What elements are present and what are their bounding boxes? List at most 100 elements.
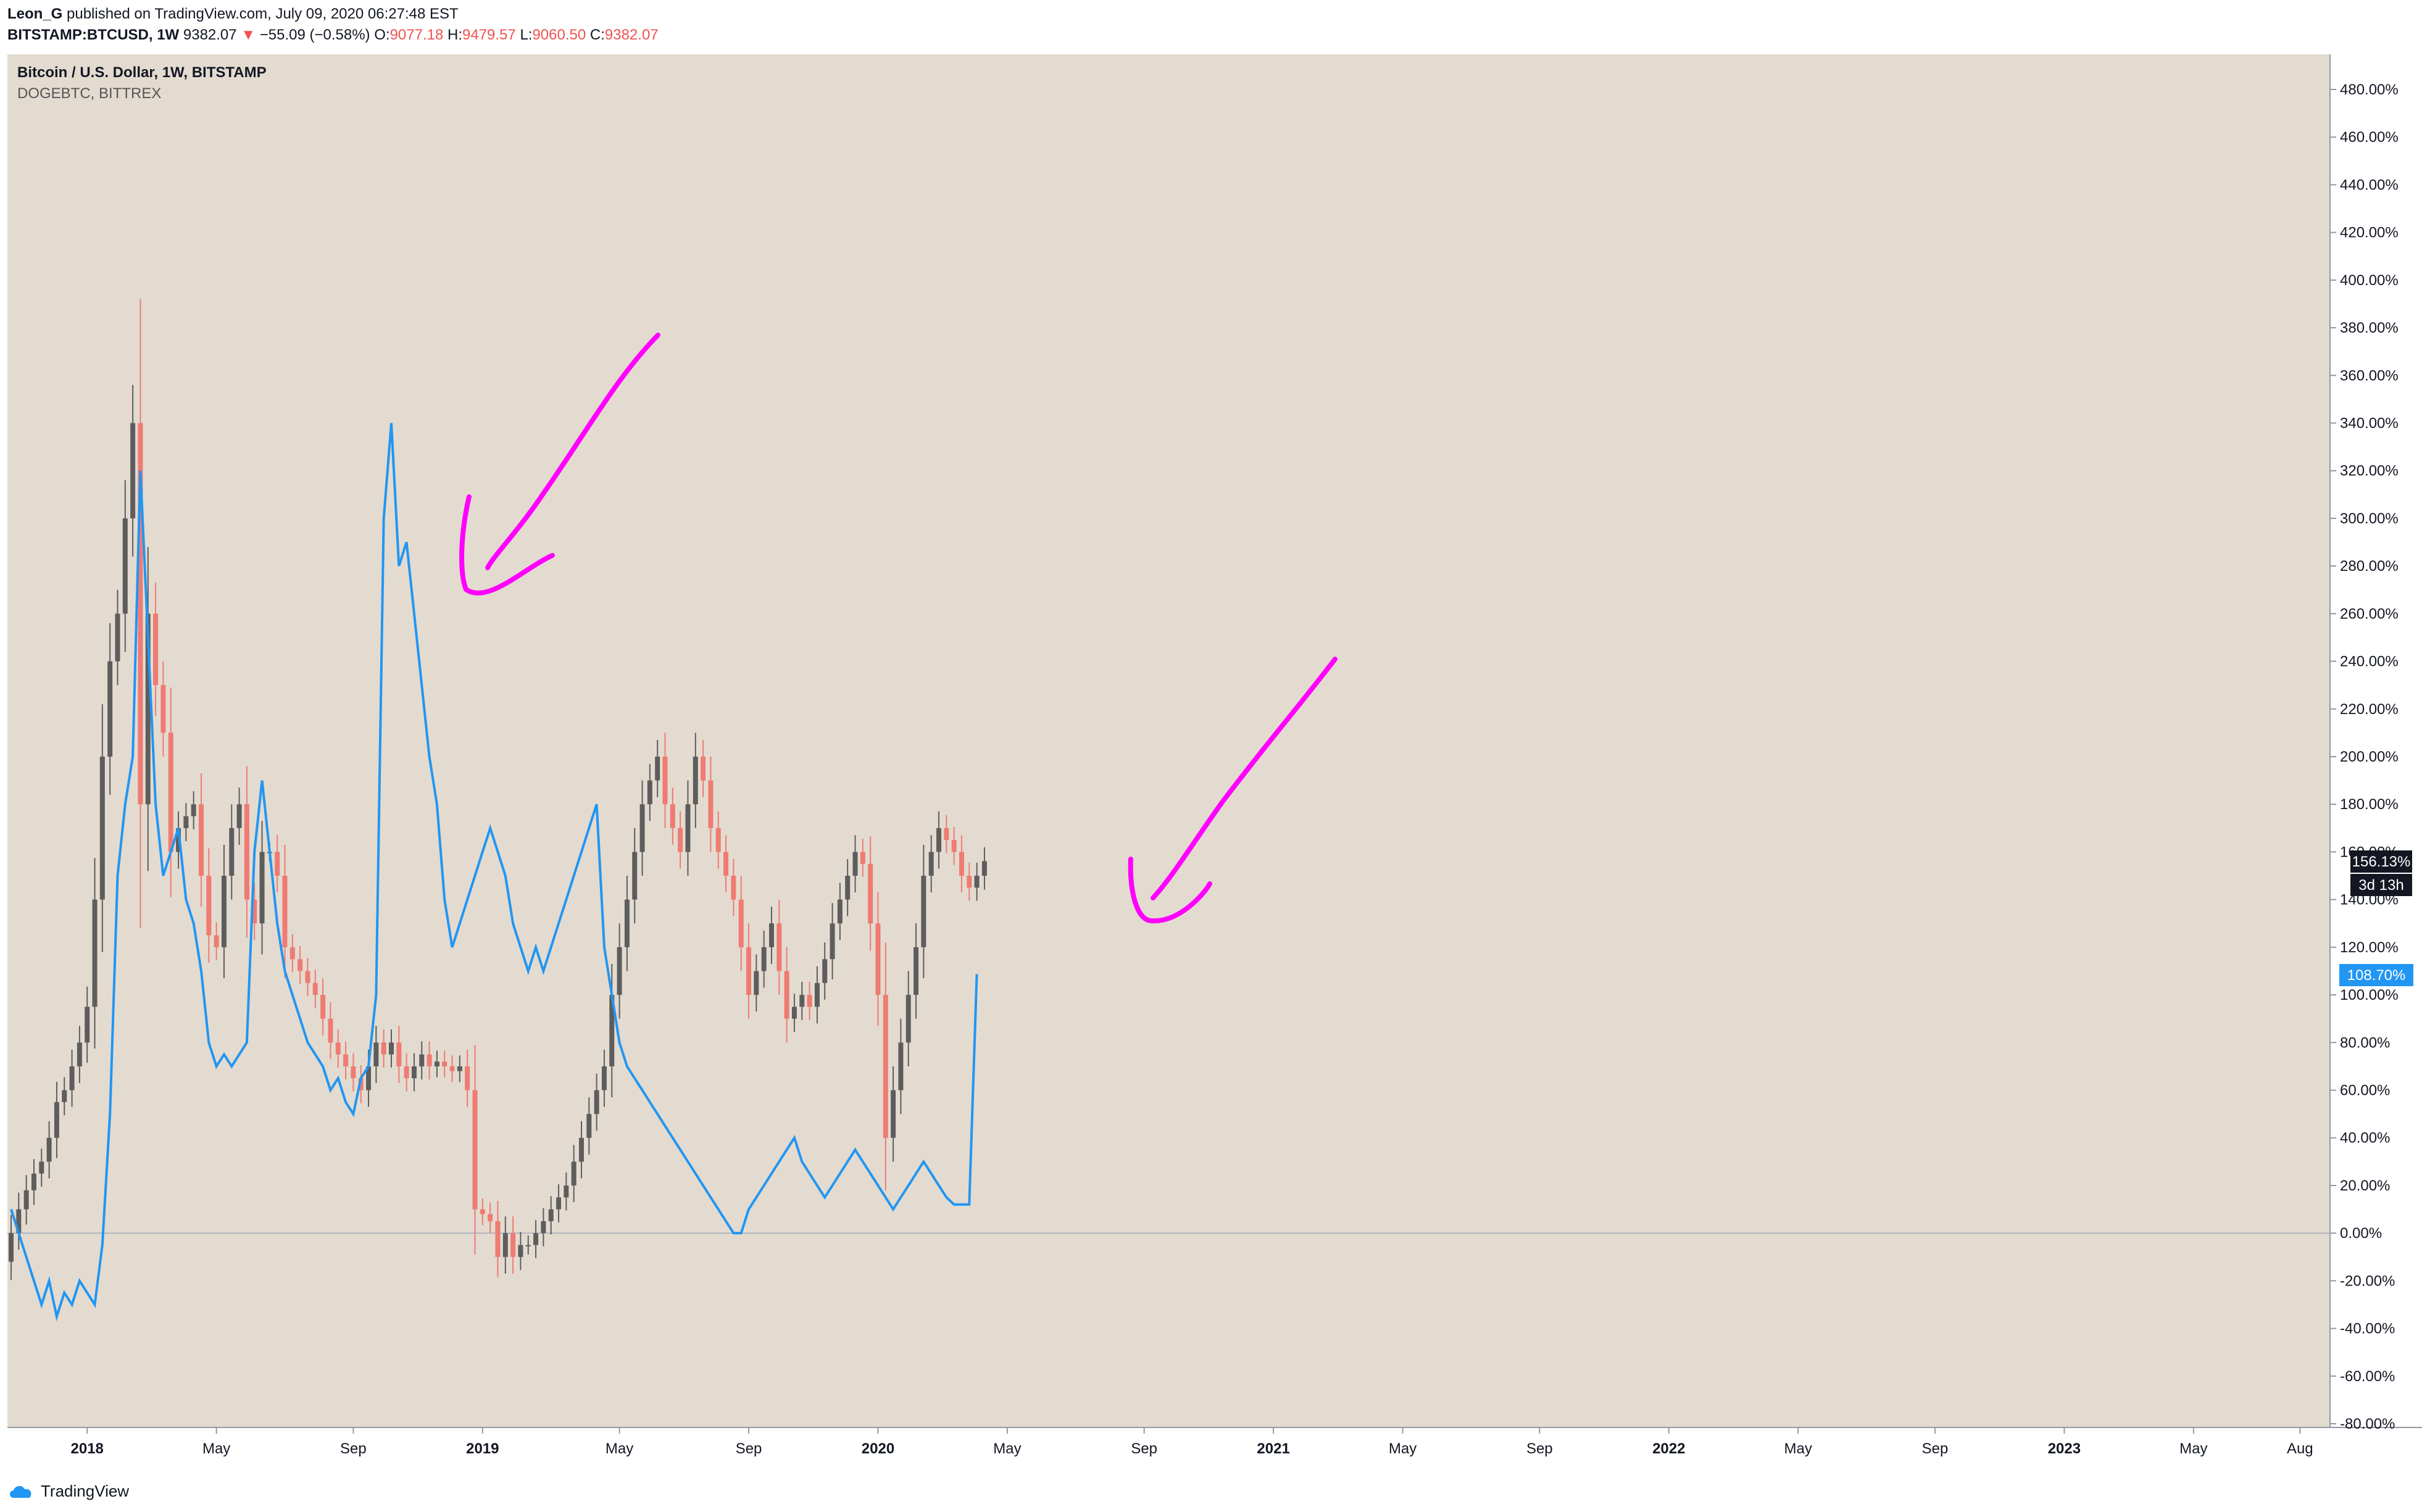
btc-candle [153, 583, 159, 717]
btc-candle [130, 384, 136, 557]
btc-candle [662, 733, 668, 828]
open-label: O: [374, 27, 390, 43]
btc-candle [229, 804, 235, 900]
pink-arrow-drawing-2 [1151, 657, 1338, 900]
btc-candle [959, 835, 964, 893]
btc-candle [160, 661, 166, 757]
y-tick-label: 180.00% [2340, 796, 2399, 813]
y-tick-label: 360.00% [2340, 367, 2399, 384]
btc-candle [533, 1219, 539, 1258]
btc-candle [259, 821, 265, 955]
btc-candle [191, 791, 196, 829]
doge-price-label-text: 108.70% [2347, 967, 2406, 984]
btc-candle [601, 1049, 607, 1107]
y-tick-label: 280.00% [2340, 558, 2399, 575]
plot-area[interactable] [7, 54, 2330, 1427]
low-label: L: [520, 27, 533, 43]
btc-candle [457, 1055, 462, 1082]
btc-price-label: 156.13% [2350, 850, 2412, 873]
btc-candle [138, 299, 143, 928]
x-tick-label: 2019 [466, 1440, 499, 1457]
y-tick-label: 200.00% [2340, 749, 2399, 765]
countdown-label-text: 3d 13h [2358, 877, 2403, 894]
btc-candle [221, 844, 227, 979]
btc-candle [928, 835, 934, 893]
btc-candle [624, 876, 630, 971]
btc-candle [69, 1049, 75, 1107]
close-value: 9382.07 [604, 27, 659, 43]
btc-candle [784, 947, 789, 1043]
y-tick-label: -80.00% [2340, 1416, 2395, 1432]
down-arrow-icon: ▼ [241, 27, 256, 43]
btc-candle [289, 934, 295, 973]
pink-arrow-head-2a [1128, 857, 1212, 924]
btc-candle [214, 922, 219, 961]
time-axis[interactable]: 2018 May Sep 2019 May Sep 2020 May Sep 2021 May Sep… [71, 1427, 2313, 1457]
symbol-label: BITSTAMP:BTCUSD, 1W [7, 27, 180, 43]
btc-candle [852, 835, 858, 893]
publish-header: Leon_G published on TradingView.com, Jul… [0, 0, 2422, 48]
y-tick-label: 0.00% [2340, 1225, 2382, 1242]
y-tick-label: 80.00% [2340, 1034, 2390, 1051]
y-tick-label: 480.00% [2340, 81, 2399, 98]
btc-candle [335, 1029, 341, 1068]
x-tick-label: May [1784, 1440, 1812, 1457]
y-tick-label: 380.00% [2340, 320, 2399, 336]
btc-candle [738, 876, 744, 971]
btc-candle [830, 903, 835, 979]
y-tick-label: 440.00% [2340, 177, 2399, 193]
btc-candle [905, 971, 911, 1066]
btc-candle [305, 958, 310, 997]
btc-price-label-text: 156.13% [2352, 854, 2411, 870]
x-tick-label: 2020 [862, 1440, 894, 1457]
y-tick-label: 420.00% [2340, 225, 2399, 241]
btc-candle [746, 923, 752, 1019]
btc-candle [776, 899, 782, 995]
btc-candle [85, 986, 90, 1063]
btc-candle [701, 739, 706, 797]
countdown-label: 3d 13h [2350, 874, 2412, 896]
btc-candle [807, 981, 812, 1020]
y-tick-label: -20.00% [2340, 1273, 2395, 1289]
btc-candle [586, 1097, 592, 1155]
btc-candle [799, 981, 805, 1020]
btc-candle [495, 1201, 501, 1277]
btc-candle [678, 811, 683, 869]
tradingview-footer[interactable]: TradingView [7, 1479, 129, 1503]
symbol-ohlc-line: BITSTAMP:BTCUSD, 1W 9382.07 ▼ −55.09 (−0… [7, 26, 659, 44]
last-price: 9382.07 [183, 27, 237, 43]
btc-candle [343, 1041, 349, 1080]
high-value: 9479.57 [462, 27, 516, 43]
btc-candle [891, 1066, 896, 1162]
btc-candle [715, 811, 721, 869]
btc-candle [176, 811, 181, 869]
btc-candle [320, 978, 326, 1036]
btc-candle [199, 773, 204, 907]
btc-candle [860, 839, 865, 877]
btc-candle [168, 687, 173, 897]
chart-legend-main: Bitcoin / U.S. Dollar, 1W, BITSTAMP [17, 64, 267, 81]
btc-candle [244, 766, 249, 938]
btc-candle [480, 1198, 485, 1226]
btc-candle [609, 963, 615, 1098]
x-tick-label: 2018 [71, 1440, 104, 1457]
btc-candle [449, 1055, 455, 1082]
y-tick-label: 100.00% [2340, 987, 2399, 1003]
btc-candles [9, 299, 987, 1280]
btc-candle [708, 757, 714, 852]
btc-candle [913, 923, 919, 1019]
btc-candle [974, 862, 980, 901]
price-axis[interactable]: 480.00% 460.00% 440.00% 420.00% 400.00% 380.0… [2330, 81, 2399, 1432]
dogebtc-line [10, 423, 978, 1322]
btc-candle [525, 1236, 531, 1255]
btc-candle [373, 1026, 379, 1083]
btc-candle [541, 1208, 546, 1247]
btc-candle [275, 835, 280, 893]
btc-candle [122, 480, 128, 652]
y-tick-label: 340.00% [2340, 415, 2399, 432]
btc-candle [898, 1018, 904, 1115]
btc-candle [183, 803, 189, 842]
author-name[interactable]: Leon_G [7, 6, 63, 22]
x-tick-label: May [993, 1440, 1021, 1457]
